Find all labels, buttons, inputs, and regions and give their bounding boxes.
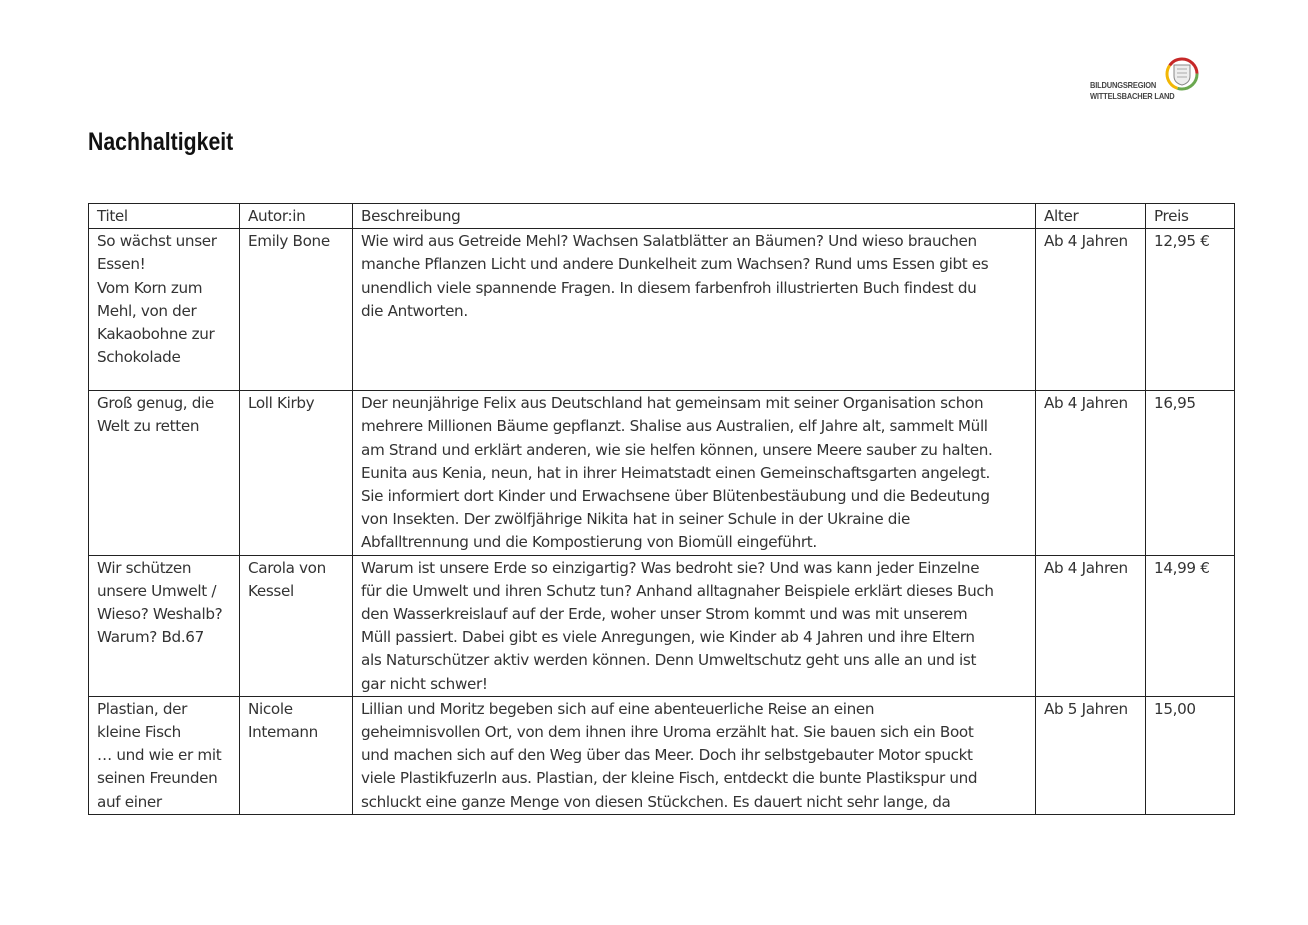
- cell-line: Vom Korn zum: [97, 278, 203, 297]
- header-alter: Alter: [1035, 202, 1146, 230]
- cell-line: schluckt eine ganze Menge von diesen Stü…: [361, 792, 951, 811]
- table-row: So wächst unser Essen! Vom Korn zum Mehl, v…: [88, 228, 1235, 392]
- cell-line: kleine Fisch: [97, 723, 181, 742]
- cell-alter: Ab 4 Jahren: [1035, 554, 1146, 697]
- cell-line: Warum? Bd.67: [97, 628, 204, 647]
- cell-line: unsere Umwelt /: [97, 581, 217, 600]
- cell-beschreibung: Der neunjährige Felix aus Deutschland ha…: [352, 390, 1036, 556]
- cell-line: für die Umwelt und ihren Schutz tun? Anh…: [361, 581, 994, 600]
- logo-text: BILDUNGSREGION WITTELSBACHER LAND: [1090, 80, 1175, 102]
- cell-line: Wieso? Weshalb?: [97, 605, 223, 624]
- table-header-row: Titel Autor:in Beschreibung Alter Preis: [88, 202, 1235, 230]
- cell-line: … und wie er mit: [97, 746, 222, 765]
- cell-line: Kessel: [248, 581, 294, 600]
- cell-line: Plastian, der: [97, 699, 188, 718]
- cell-alter: Ab 4 Jahren: [1035, 390, 1146, 556]
- logo-line-2: WITTELSBACHER LAND: [1090, 91, 1175, 101]
- cell-line: So wächst unser: [97, 232, 217, 251]
- header-preis: Preis: [1145, 202, 1235, 230]
- cell-autor: Loll Kirby: [239, 390, 353, 556]
- cell-preis: 15,00: [1145, 695, 1235, 815]
- cell-beschreibung: Wie wird aus Getreide Mehl? Wachsen Sala…: [352, 228, 1036, 392]
- cell-line: Der neunjährige Felix aus Deutschland ha…: [361, 394, 984, 413]
- cell-line: Müll passiert. Dabei gibt es viele Anreg…: [361, 628, 975, 647]
- coat-of-arms-icon: [1165, 57, 1199, 91]
- cell-titel: So wächst unser Essen! Vom Korn zum Mehl, v…: [88, 228, 240, 392]
- cell-line: Welt zu retten: [97, 417, 200, 436]
- cell-line: Loll Kirby: [248, 394, 315, 413]
- cell-beschreibung: Warum ist unsere Erde so einzigartig? Wa…: [352, 554, 1036, 697]
- cell-autor: Emily Bone: [239, 228, 353, 392]
- page-title: Nachhaltigkeit: [88, 128, 234, 156]
- cell-line: geheimnisvollen Ort, von dem ihnen ihre …: [361, 723, 974, 742]
- logo: BILDUNGSREGION WITTELSBACHER LAND: [1090, 56, 1200, 102]
- cell-line: als Naturschützer aktiv werden können. D…: [361, 651, 977, 670]
- header-beschreibung: Beschreibung: [352, 202, 1036, 230]
- cell-line: unendlich viele spannende Fragen. In die…: [361, 278, 977, 297]
- cell-line: Essen!: [97, 255, 146, 274]
- cell-preis: 12,95 €: [1145, 228, 1235, 392]
- book-table: Titel Autor:in Beschreibung Alter Preis …: [88, 202, 1235, 815]
- cell-line: Intemann: [248, 723, 318, 742]
- header-titel: Titel: [88, 202, 240, 230]
- cell-line: und machen sich auf den Weg über das Mee…: [361, 746, 973, 765]
- table-row: Wir schützen unsere Umwelt / Wieso? Weshal…: [88, 554, 1235, 697]
- cell-line: gar nicht schwer!: [361, 674, 488, 693]
- header-autor: Autor:in: [239, 202, 353, 230]
- cell-line: am Strand und erklärt anderen, wie sie h…: [361, 440, 993, 459]
- cell-line: Groß genug, die: [97, 394, 214, 413]
- cell-line: Eunita aus Kenia, neun, hat in ihrer Hei…: [361, 463, 990, 482]
- table-row: Plastian, der kleine Fisch … und wie er mi…: [88, 695, 1235, 815]
- cell-line: Sie informiert dort Kinder und Erwachsen…: [361, 487, 990, 506]
- cell-line: seinen Freunden: [97, 769, 218, 788]
- table-row: Groß genug, die Welt zu retten Loll Kirby D…: [88, 390, 1235, 556]
- cell-line: Abfalltrennung und die Kompostierung von…: [361, 533, 817, 552]
- cell-preis: 14,99 €: [1145, 554, 1235, 697]
- cell-line: viele Plastikfuzerln aus. Plastian, der …: [361, 769, 978, 788]
- cell-alter: Ab 4 Jahren: [1035, 228, 1146, 392]
- cell-line: Nicole: [248, 699, 293, 718]
- cell-line: Carola von: [248, 558, 326, 577]
- cell-line: Schokolade: [97, 348, 181, 367]
- cell-line: Wir schützen: [97, 558, 192, 577]
- cell-beschreibung: Lillian und Moritz begeben sich auf eine…: [352, 695, 1036, 815]
- cell-preis: 16,95: [1145, 390, 1235, 556]
- cell-titel: Wir schützen unsere Umwelt / Wieso? Weshal…: [88, 554, 240, 697]
- cell-line: Lillian und Moritz begeben sich auf eine…: [361, 699, 875, 718]
- cell-line: den Wasserkreislauf auf der Erde, woher …: [361, 605, 968, 624]
- cell-line: manche Pflanzen Licht und andere Dunkelh…: [361, 255, 989, 274]
- cell-titel: Groß genug, die Welt zu retten: [88, 390, 240, 556]
- cell-line: auf einer: [97, 792, 162, 811]
- cell-line: Warum ist unsere Erde so einzigartig? Wa…: [361, 558, 980, 577]
- cell-line: Emily Bone: [248, 232, 330, 251]
- cell-line: von Insekten. Der zwölfjährige Nikita ha…: [361, 510, 910, 529]
- cell-line: Mehl, von der: [97, 301, 197, 320]
- logo-line-1: BILDUNGSREGION: [1090, 80, 1157, 90]
- cell-titel: Plastian, der kleine Fisch … und wie er mi…: [88, 695, 240, 815]
- cell-autor: Carola von Kessel: [239, 554, 353, 697]
- cell-alter: Ab 5 Jahren: [1035, 695, 1146, 815]
- cell-autor: Nicole Intemann: [239, 695, 353, 815]
- cell-line: Wie wird aus Getreide Mehl? Wachsen Sala…: [361, 232, 977, 251]
- cell-line: mehrere Millionen Bäume gepflanzt. Shali…: [361, 417, 988, 436]
- cell-line: Kakaobohne zur: [97, 325, 215, 344]
- cell-line: die Antworten.: [361, 301, 468, 320]
